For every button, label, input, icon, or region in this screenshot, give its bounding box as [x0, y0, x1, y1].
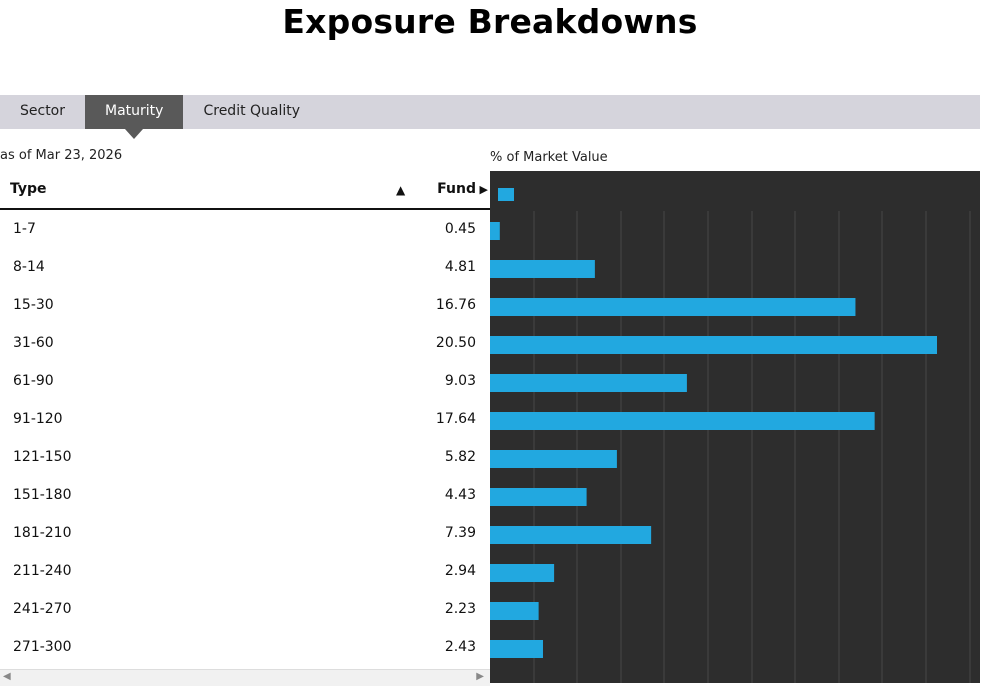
- cell-type: 121-150: [13, 449, 72, 465]
- column-header-fund[interactable]: Fund: [437, 181, 476, 197]
- bar-8-14[interactable]: [490, 260, 595, 278]
- table-row: 15-30 16.76: [0, 287, 490, 325]
- table-row: 241-270 2.23: [0, 591, 490, 629]
- tab-sector[interactable]: Sector: [20, 103, 66, 119]
- cell-fund: 2.43: [444, 639, 476, 655]
- tab-credit-quality[interactable]: Credit Quality: [203, 103, 301, 119]
- as-of-date: as of Mar 23, 2026: [0, 148, 123, 163]
- bar-1-7[interactable]: [490, 222, 500, 240]
- bar-241-270[interactable]: [490, 602, 539, 620]
- cell-fund: 17.64: [435, 411, 476, 427]
- scroll-right-icon[interactable]: ▶: [479, 183, 488, 196]
- column-header-type[interactable]: Type: [10, 181, 47, 197]
- tab-maturity[interactable]: Maturity: [85, 95, 184, 139]
- bar-211-240[interactable]: [490, 564, 555, 582]
- bar-151-180[interactable]: [490, 488, 587, 506]
- table-header: Type ▲ Fund ▶: [0, 171, 490, 210]
- exposure-table: Type ▲ Fund ▶ 1-7 0.45 8-14 4.81 15-30 16.76 3…: [0, 171, 490, 669]
- bar-chart: [490, 171, 980, 683]
- bar-15-30[interactable]: [490, 298, 856, 316]
- cell-fund: 7.39: [444, 525, 476, 541]
- page-title: Exposure Breakdowns: [282, 2, 698, 41]
- bar-91-120[interactable]: [490, 412, 875, 430]
- table-row: 151-180 4.43: [0, 477, 490, 515]
- cell-fund: 9.03: [444, 373, 476, 389]
- horizontal-scrollbar[interactable]: ◀ ▶: [0, 669, 490, 686]
- bar-31-60[interactable]: [490, 336, 937, 354]
- bar-121-150[interactable]: [490, 450, 617, 468]
- cell-fund: 2.94: [444, 563, 476, 579]
- cell-type: 61-90: [13, 373, 54, 389]
- cell-fund: 4.43: [444, 487, 476, 503]
- bar-61-90[interactable]: [490, 374, 687, 392]
- cell-type: 271-300: [13, 639, 72, 655]
- cell-fund: 20.50: [435, 335, 476, 351]
- cell-fund: 0.45: [444, 221, 476, 237]
- table-row: 31-60 20.50: [0, 325, 490, 363]
- scroll-left-arrow-icon[interactable]: ◀: [3, 671, 11, 682]
- table-row: 91-120 17.64: [0, 401, 490, 439]
- cell-fund: 5.82: [444, 449, 476, 465]
- table-row: 1-7 0.45: [0, 211, 490, 249]
- cell-type: 181-210: [13, 525, 72, 541]
- table-row: 121-150 5.82: [0, 439, 490, 477]
- cell-type: 211-240: [13, 563, 72, 579]
- cell-type: 8-14: [13, 259, 45, 275]
- bar-271-300[interactable]: [490, 640, 543, 658]
- table-row: 8-14 4.81: [0, 249, 490, 287]
- legend-swatch: [498, 188, 514, 201]
- table-row: 211-240 2.94: [0, 553, 490, 591]
- bar-chart-svg: [490, 188, 971, 683]
- cell-fund: 2.23: [444, 601, 476, 617]
- cell-type: 91-120: [13, 411, 63, 427]
- table-row: 181-210 7.39: [0, 515, 490, 553]
- sort-ascending-icon[interactable]: ▲: [396, 183, 406, 197]
- tab-bar: Sector Maturity Credit Quality: [0, 95, 980, 139]
- table-row: 61-90 9.03: [0, 363, 490, 401]
- bar-181-210[interactable]: [490, 526, 652, 544]
- cell-fund: 4.81: [444, 259, 476, 275]
- chart-caption: % of Market Value: [490, 150, 608, 165]
- cell-type: 1-7: [13, 221, 36, 237]
- table-row: 271-300 2.43: [0, 629, 490, 667]
- scroll-right-arrow-icon[interactable]: ▶: [476, 671, 484, 682]
- cell-type: 241-270: [13, 601, 72, 617]
- cell-type: 151-180: [13, 487, 72, 503]
- cell-type: 15-30: [13, 297, 54, 313]
- cell-fund: 16.76: [435, 297, 476, 313]
- cell-type: 31-60: [13, 335, 54, 351]
